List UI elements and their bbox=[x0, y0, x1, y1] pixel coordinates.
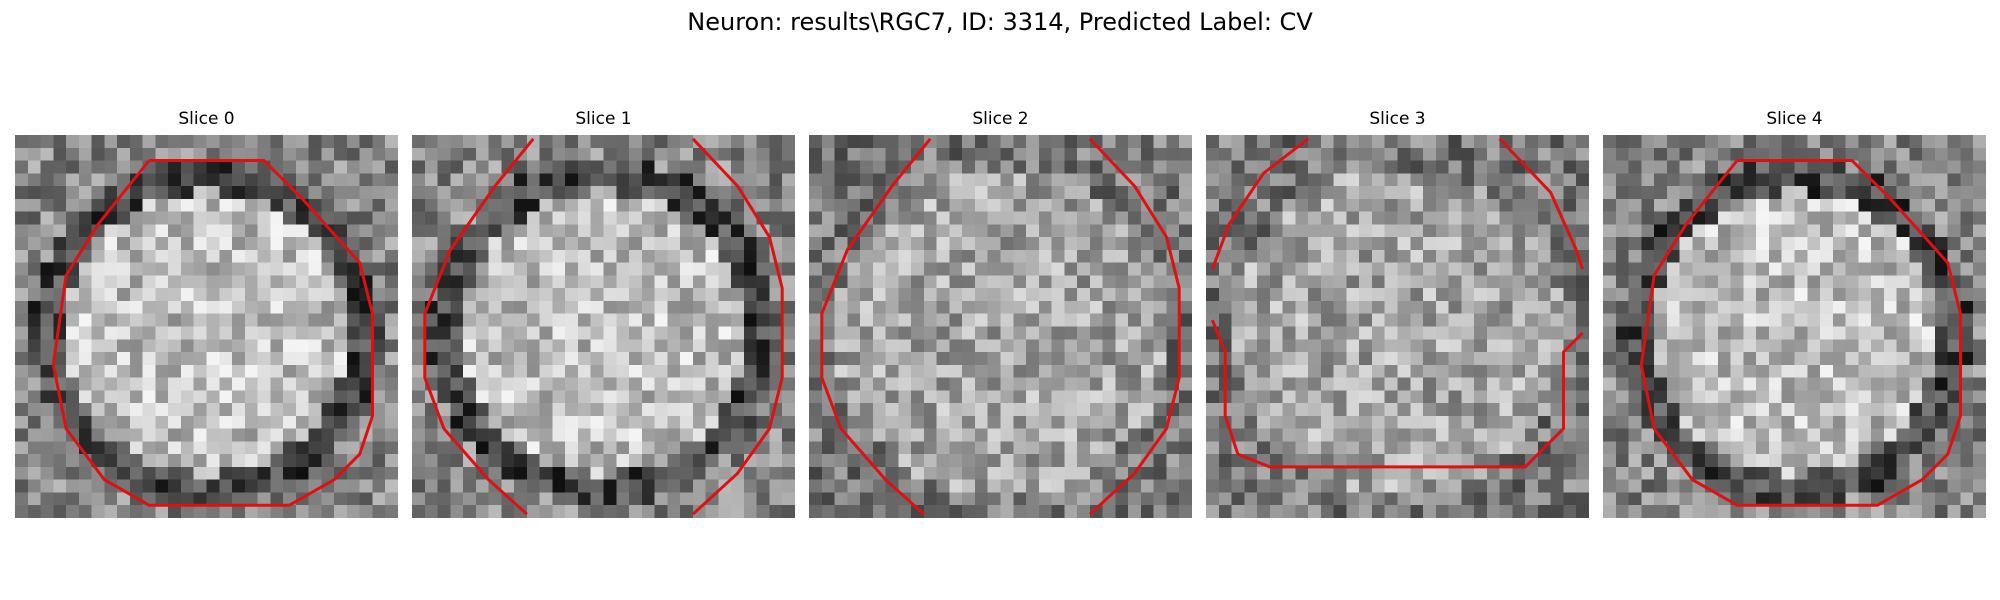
segmentation-contour bbox=[1210, 137, 1310, 270]
slice-title: Slice 2 bbox=[972, 109, 1029, 129]
segmentation-contour bbox=[1211, 319, 1584, 469]
segmentation-contour bbox=[1088, 137, 1181, 516]
slice-panel: Slice 4 bbox=[1603, 108, 1986, 524]
figure-title: Neuron: results\RGC7, ID: 3314, Predicte… bbox=[687, 8, 1313, 36]
segmentation-contour bbox=[423, 137, 535, 516]
segmentation-contour bbox=[51, 159, 374, 507]
slice-image bbox=[412, 135, 795, 518]
slice-image bbox=[1603, 135, 1986, 518]
slice-panel: Slice 0 bbox=[15, 108, 398, 524]
slice-image bbox=[15, 135, 398, 518]
segmentation-contour bbox=[691, 137, 784, 516]
slice-panel: Slice 1 bbox=[412, 108, 795, 524]
slice-title: Slice 3 bbox=[1369, 109, 1426, 129]
slice-panel: Slice 2 bbox=[809, 108, 1192, 524]
slice-panel: Slice 3 bbox=[1206, 108, 1589, 524]
slice-title: Slice 4 bbox=[1766, 109, 1823, 129]
slice-title: Slice 0 bbox=[178, 109, 235, 129]
slice-image bbox=[809, 135, 1192, 518]
segmentation-contour bbox=[820, 137, 932, 516]
segmentation-contour bbox=[1498, 137, 1585, 270]
slice-title: Slice 1 bbox=[575, 109, 632, 129]
segmentation-contour bbox=[1639, 159, 1962, 507]
slice-image bbox=[1206, 135, 1589, 518]
